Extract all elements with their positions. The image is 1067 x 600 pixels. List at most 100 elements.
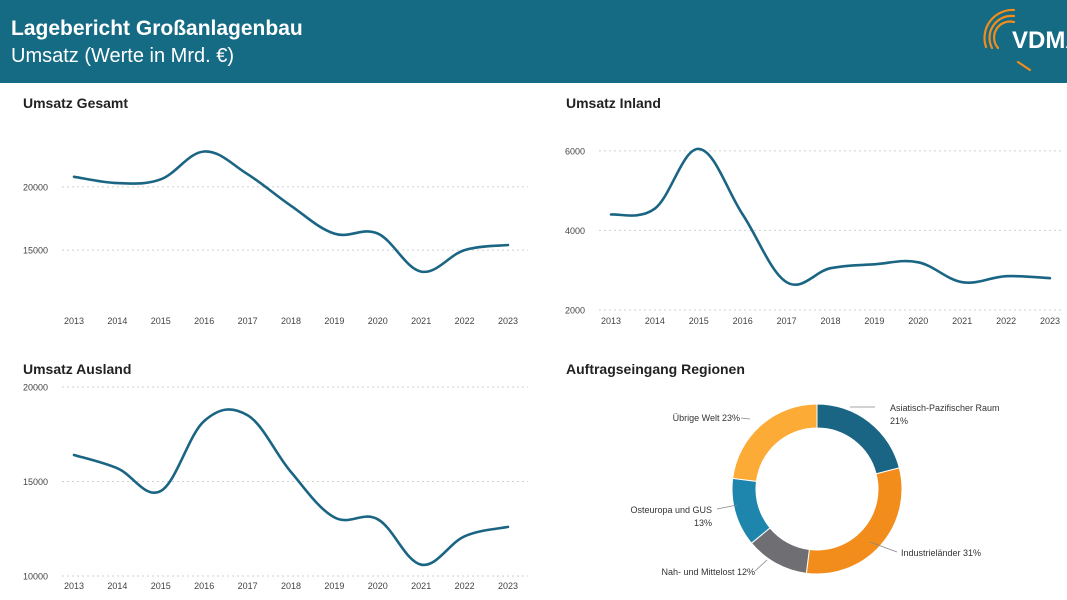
data-point: [73, 454, 76, 457]
x-tick-label: 2015: [689, 316, 709, 326]
x-tick-label: 2017: [238, 316, 258, 326]
page-subtitle: Umsatz (Werte in Mrd. €): [11, 45, 234, 67]
x-tick-label: 2015: [151, 581, 171, 591]
data-point: [246, 173, 249, 176]
x-tick-label: 2021: [411, 581, 431, 591]
x-tick-label: 2019: [324, 581, 344, 591]
pie-slice: [816, 403, 900, 475]
chart-title-gesamt: Umsatz Gesamt: [23, 95, 129, 111]
x-tick-label: 2014: [645, 316, 665, 326]
chart-umsatz-ausland: 10000 15000 20000 2013 2014 2015 2016 2017 2018 2…: [23, 383, 528, 591]
y-tick-label: 4000: [565, 226, 585, 236]
chart-title-ausland: Umsatz Ausland: [23, 361, 132, 377]
x-tick-label: 2019: [324, 316, 344, 326]
slice-label: Übrige Welt 23%: [673, 413, 740, 423]
x-tick-label: 2016: [194, 581, 214, 591]
y-tick-label: 20000: [23, 182, 48, 192]
x-tick-label: 2022: [996, 316, 1016, 326]
data-point: [420, 563, 423, 566]
data-point: [290, 205, 293, 208]
chart-umsatz-gesamt: 15000 20000 2013 2014 2015 2016 2017 2018 2019 20…: [23, 150, 528, 326]
leader-line: [716, 504, 738, 510]
y-tick-label: 6000: [565, 146, 585, 156]
data-point: [961, 281, 964, 284]
chart-auftragseingang-regionen: Asiatisch-Pazifischer Raum 21% Industrielä…: [630, 403, 1000, 577]
x-tick-label: 2022: [455, 316, 475, 326]
x-tick-label: 2019: [864, 316, 884, 326]
x-tick-label: 2022: [455, 581, 475, 591]
y-tick-label: 20000: [23, 383, 48, 393]
data-point: [463, 249, 466, 252]
slice-label: Osteuropa und GUS: [630, 505, 712, 515]
data-point: [116, 467, 119, 470]
leader-line: [740, 417, 751, 420]
y-tick-label: 15000: [23, 477, 48, 487]
series-line: [609, 147, 1052, 286]
x-tick-label: 2023: [498, 581, 518, 591]
data-point: [160, 490, 163, 493]
x-tick-label: 2016: [194, 316, 214, 326]
y-tick-label: 10000: [23, 572, 48, 582]
data-point: [203, 150, 206, 153]
chart-title-regionen: Auftragseingang Regionen: [566, 361, 745, 377]
data-point: [116, 182, 119, 185]
x-tick-label: 2021: [952, 316, 972, 326]
x-tick-label: 2013: [601, 316, 621, 326]
data-point: [246, 414, 249, 417]
data-point: [420, 270, 423, 273]
y-tick-label: 15000: [23, 246, 48, 256]
data-point: [698, 148, 701, 151]
slice-label: Asiatisch-Pazifischer Raum: [890, 403, 1000, 413]
chart-title-inland: Umsatz Inland: [566, 95, 661, 111]
data-point: [829, 267, 832, 270]
data-point: [203, 420, 206, 423]
data-point: [1005, 275, 1008, 278]
x-tick-label: 2016: [733, 316, 753, 326]
data-point: [333, 232, 336, 235]
data-point: [73, 175, 76, 178]
x-tick-label: 2013: [64, 581, 84, 591]
x-tick-label: 2013: [64, 316, 84, 326]
logo-text: VDMA: [1012, 27, 1067, 54]
vdma-logo: VDMA: [983, 8, 1067, 72]
data-point: [785, 281, 788, 284]
x-tick-label: 2021: [411, 316, 431, 326]
x-tick-label: 2014: [107, 581, 127, 591]
header-banner: Lagebericht Großanlagenbau Umsatz (Werte…: [0, 0, 1067, 83]
slice-label: Industrieländer 31%: [901, 548, 981, 558]
data-point: [654, 207, 657, 210]
x-tick-label: 2018: [281, 581, 301, 591]
data-point: [377, 518, 380, 521]
series-line: [72, 150, 510, 274]
data-point: [377, 232, 380, 235]
data-point: [741, 213, 744, 216]
x-tick-label: 2017: [777, 316, 797, 326]
slice-label: Nah- und Mittelost 12%: [661, 567, 755, 577]
x-tick-label: 2018: [820, 316, 840, 326]
x-tick-label: 2015: [151, 316, 171, 326]
x-tick-label: 2023: [498, 316, 518, 326]
data-point: [507, 526, 510, 529]
data-point: [160, 178, 163, 181]
x-tick-label: 2020: [368, 316, 388, 326]
x-tick-label: 2017: [238, 581, 258, 591]
chart-umsatz-inland: 2000 4000 6000 2013 2014 2015 2016 2017 2018 2019…: [565, 146, 1063, 326]
data-point: [873, 263, 876, 266]
slice-label: 21%: [890, 416, 908, 426]
pie-slice: [805, 467, 903, 575]
x-tick-label: 2020: [908, 316, 928, 326]
data-point: [290, 471, 293, 474]
slice-label: 13%: [694, 518, 712, 528]
data-point: [610, 213, 613, 216]
data-point: [463, 535, 466, 538]
data-point: [1049, 277, 1052, 280]
y-tick-label: 2000: [565, 306, 585, 316]
x-tick-label: 2023: [1040, 316, 1060, 326]
data-point: [333, 516, 336, 519]
page-title: Lagebericht Großanlagenbau: [11, 17, 303, 40]
x-tick-label: 2014: [107, 316, 127, 326]
series-line: [72, 408, 510, 567]
x-tick-label: 2020: [368, 581, 388, 591]
leader-line: [869, 541, 898, 553]
data-point: [917, 261, 920, 264]
